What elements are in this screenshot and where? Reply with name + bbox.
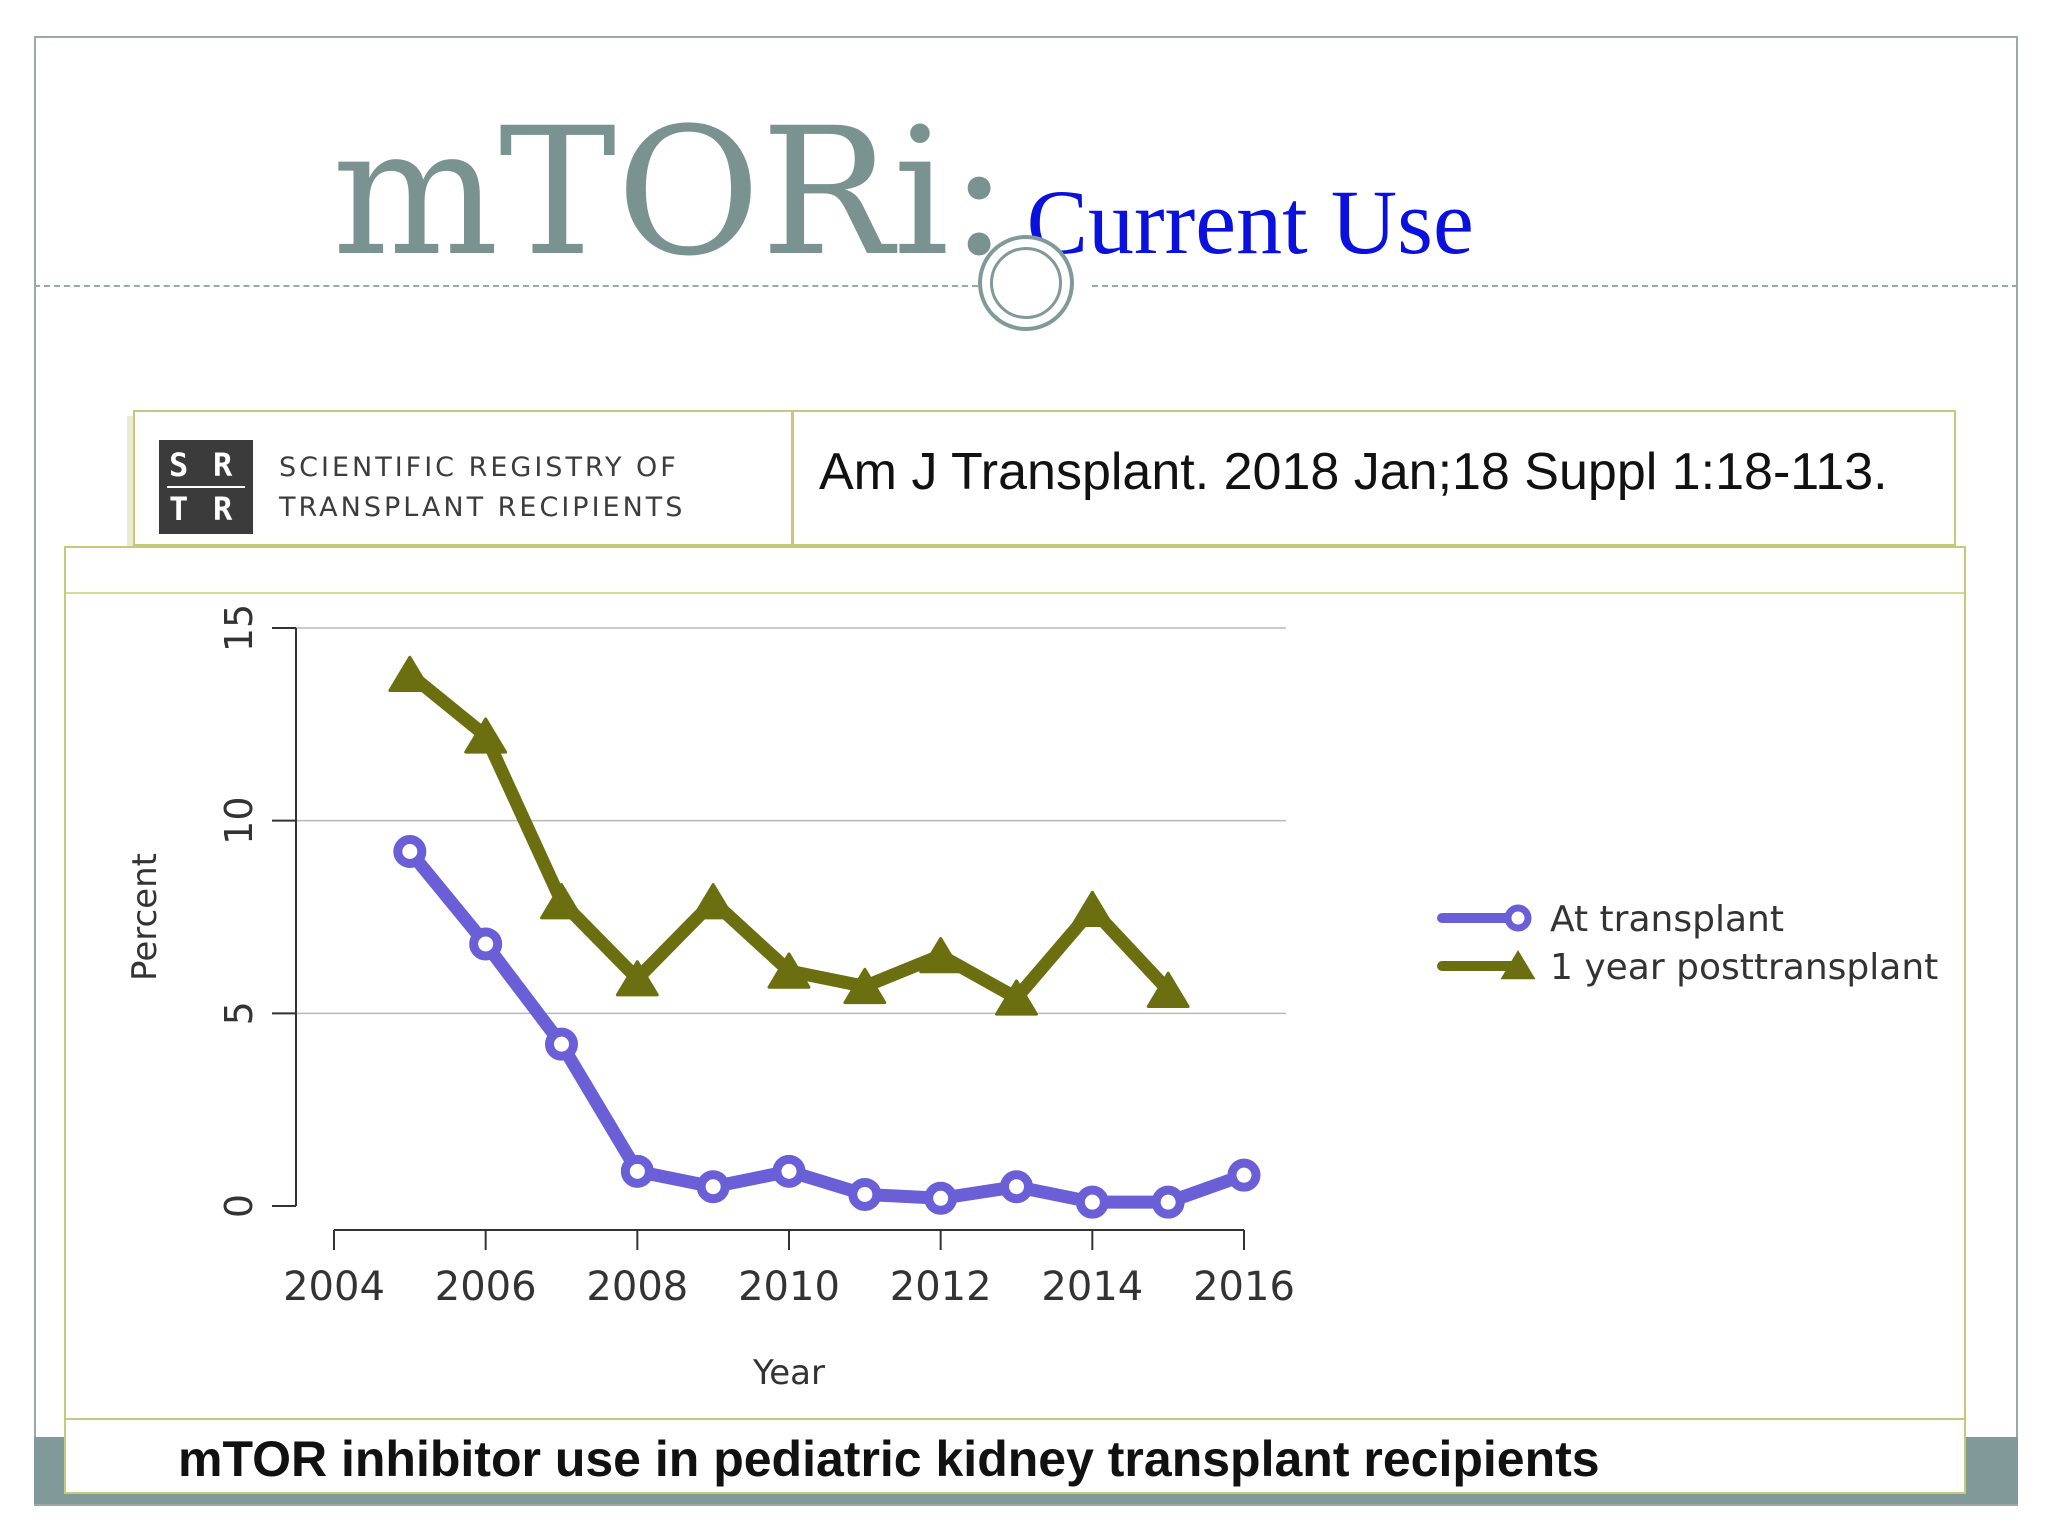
series-1-point-2010 [767,952,811,989]
line-chart: 0 5 10 15 Percent 2004 2006 2008 2010 2012 2014 201… [125,604,1938,1393]
y-axis-label: Percent [125,853,165,981]
chart-caption-box: mTOR inhibitor use in pediatric kidney t… [64,1418,1966,1494]
y-tick-label-10: 10 [217,796,261,844]
logo-letter-s: S [169,446,189,484]
legend-marker-0 [1504,904,1532,932]
series-0-point-2005 [393,834,427,868]
divider-circle-ornament [978,235,1074,331]
series-0-point-2013 [1000,1170,1033,1204]
y-tick-label-0: 0 [217,1194,261,1218]
registry-name: SCIENTIFIC REGISTRY OF TRANSPLANT RECIPI… [279,448,685,528]
slide-title: mTORi: Current Use [332,90,1474,295]
title-divider-left [34,285,978,287]
x-tick-label-2006: 2006 [435,1264,537,1310]
series-0-point-2007 [545,1027,578,1061]
series-line-1 [403,667,1175,1005]
series-1-point-2009 [691,883,735,920]
series-line-0 [403,844,1251,1209]
legend-label-1: 1 year posttransplant [1550,947,1938,988]
series-0-point-2011 [848,1177,882,1211]
x-tick-label-2016: 2016 [1193,1264,1295,1310]
slide-frame [34,36,2018,1506]
logo-divider [167,486,245,488]
logo-letter-r2: R [213,490,233,528]
logo-letter-t: T [169,490,189,528]
series-0-point-2008 [620,1154,654,1188]
series-1-point-2006 [464,717,508,754]
divider-circle-inner [990,247,1062,319]
title-sub: Current Use [1026,171,1474,273]
y-tick-label-5: 5 [217,1001,261,1025]
series-0-point-2016 [1227,1158,1261,1192]
series-0-point-2009 [696,1170,730,1204]
registry-line-1: SCIENTIFIC REGISTRY OF [279,452,679,483]
registry-line-2: TRANSPLANT RECIPIENTS [279,492,686,523]
series-1-point-2008 [615,960,659,997]
chart-panel-rule [66,592,1964,594]
legend-marker-1 [1500,950,1536,980]
logo-letter-r: R [213,446,233,484]
series-1-point-2013 [995,979,1038,1016]
chart-panel: 0 5 10 15 Percent 2004 2006 2008 2010 2012 2014 201… [64,546,1966,1494]
source-banner: S R T R SCIENTIFIC REGISTRY OF TRANSPLAN… [133,410,1956,546]
series-0-point-2015 [1151,1185,1185,1219]
series-1-point-2005 [388,655,432,692]
citation-text: Am J Transplant. 2018 Jan;18 Suppl 1:18-… [819,443,1888,501]
x-tick-label-2004: 2004 [283,1264,385,1310]
series-1-point-2014 [1070,890,1114,928]
y-tick-label-15: 15 [217,604,261,652]
x-axis-label: Year [752,1353,825,1393]
title-main: mTORi: [332,90,1009,295]
x-tick-label-2010: 2010 [738,1264,840,1310]
series-1-point-2011 [843,967,887,1005]
x-tick-label-2012: 2012 [890,1264,992,1310]
x-tick-label-2014: 2014 [1041,1264,1143,1310]
series-0-point-2006 [469,927,503,961]
banner-separator [791,412,794,544]
srtr-logo: S R T R [159,440,253,534]
series-1-point-2012 [919,937,963,974]
legend-label-0: At transplant [1550,899,1784,940]
series-1-point-2007 [540,883,583,920]
series-1-point-2015 [1146,971,1190,1008]
series-0-point-2012 [924,1181,958,1215]
title-divider-right [1092,285,2018,287]
x-tick-label-2008: 2008 [586,1264,688,1310]
series-0-point-2014 [1075,1185,1109,1219]
series-0-point-2010 [772,1154,806,1188]
chart-caption: mTOR inhibitor use in pediatric kidney t… [178,1431,1600,1487]
